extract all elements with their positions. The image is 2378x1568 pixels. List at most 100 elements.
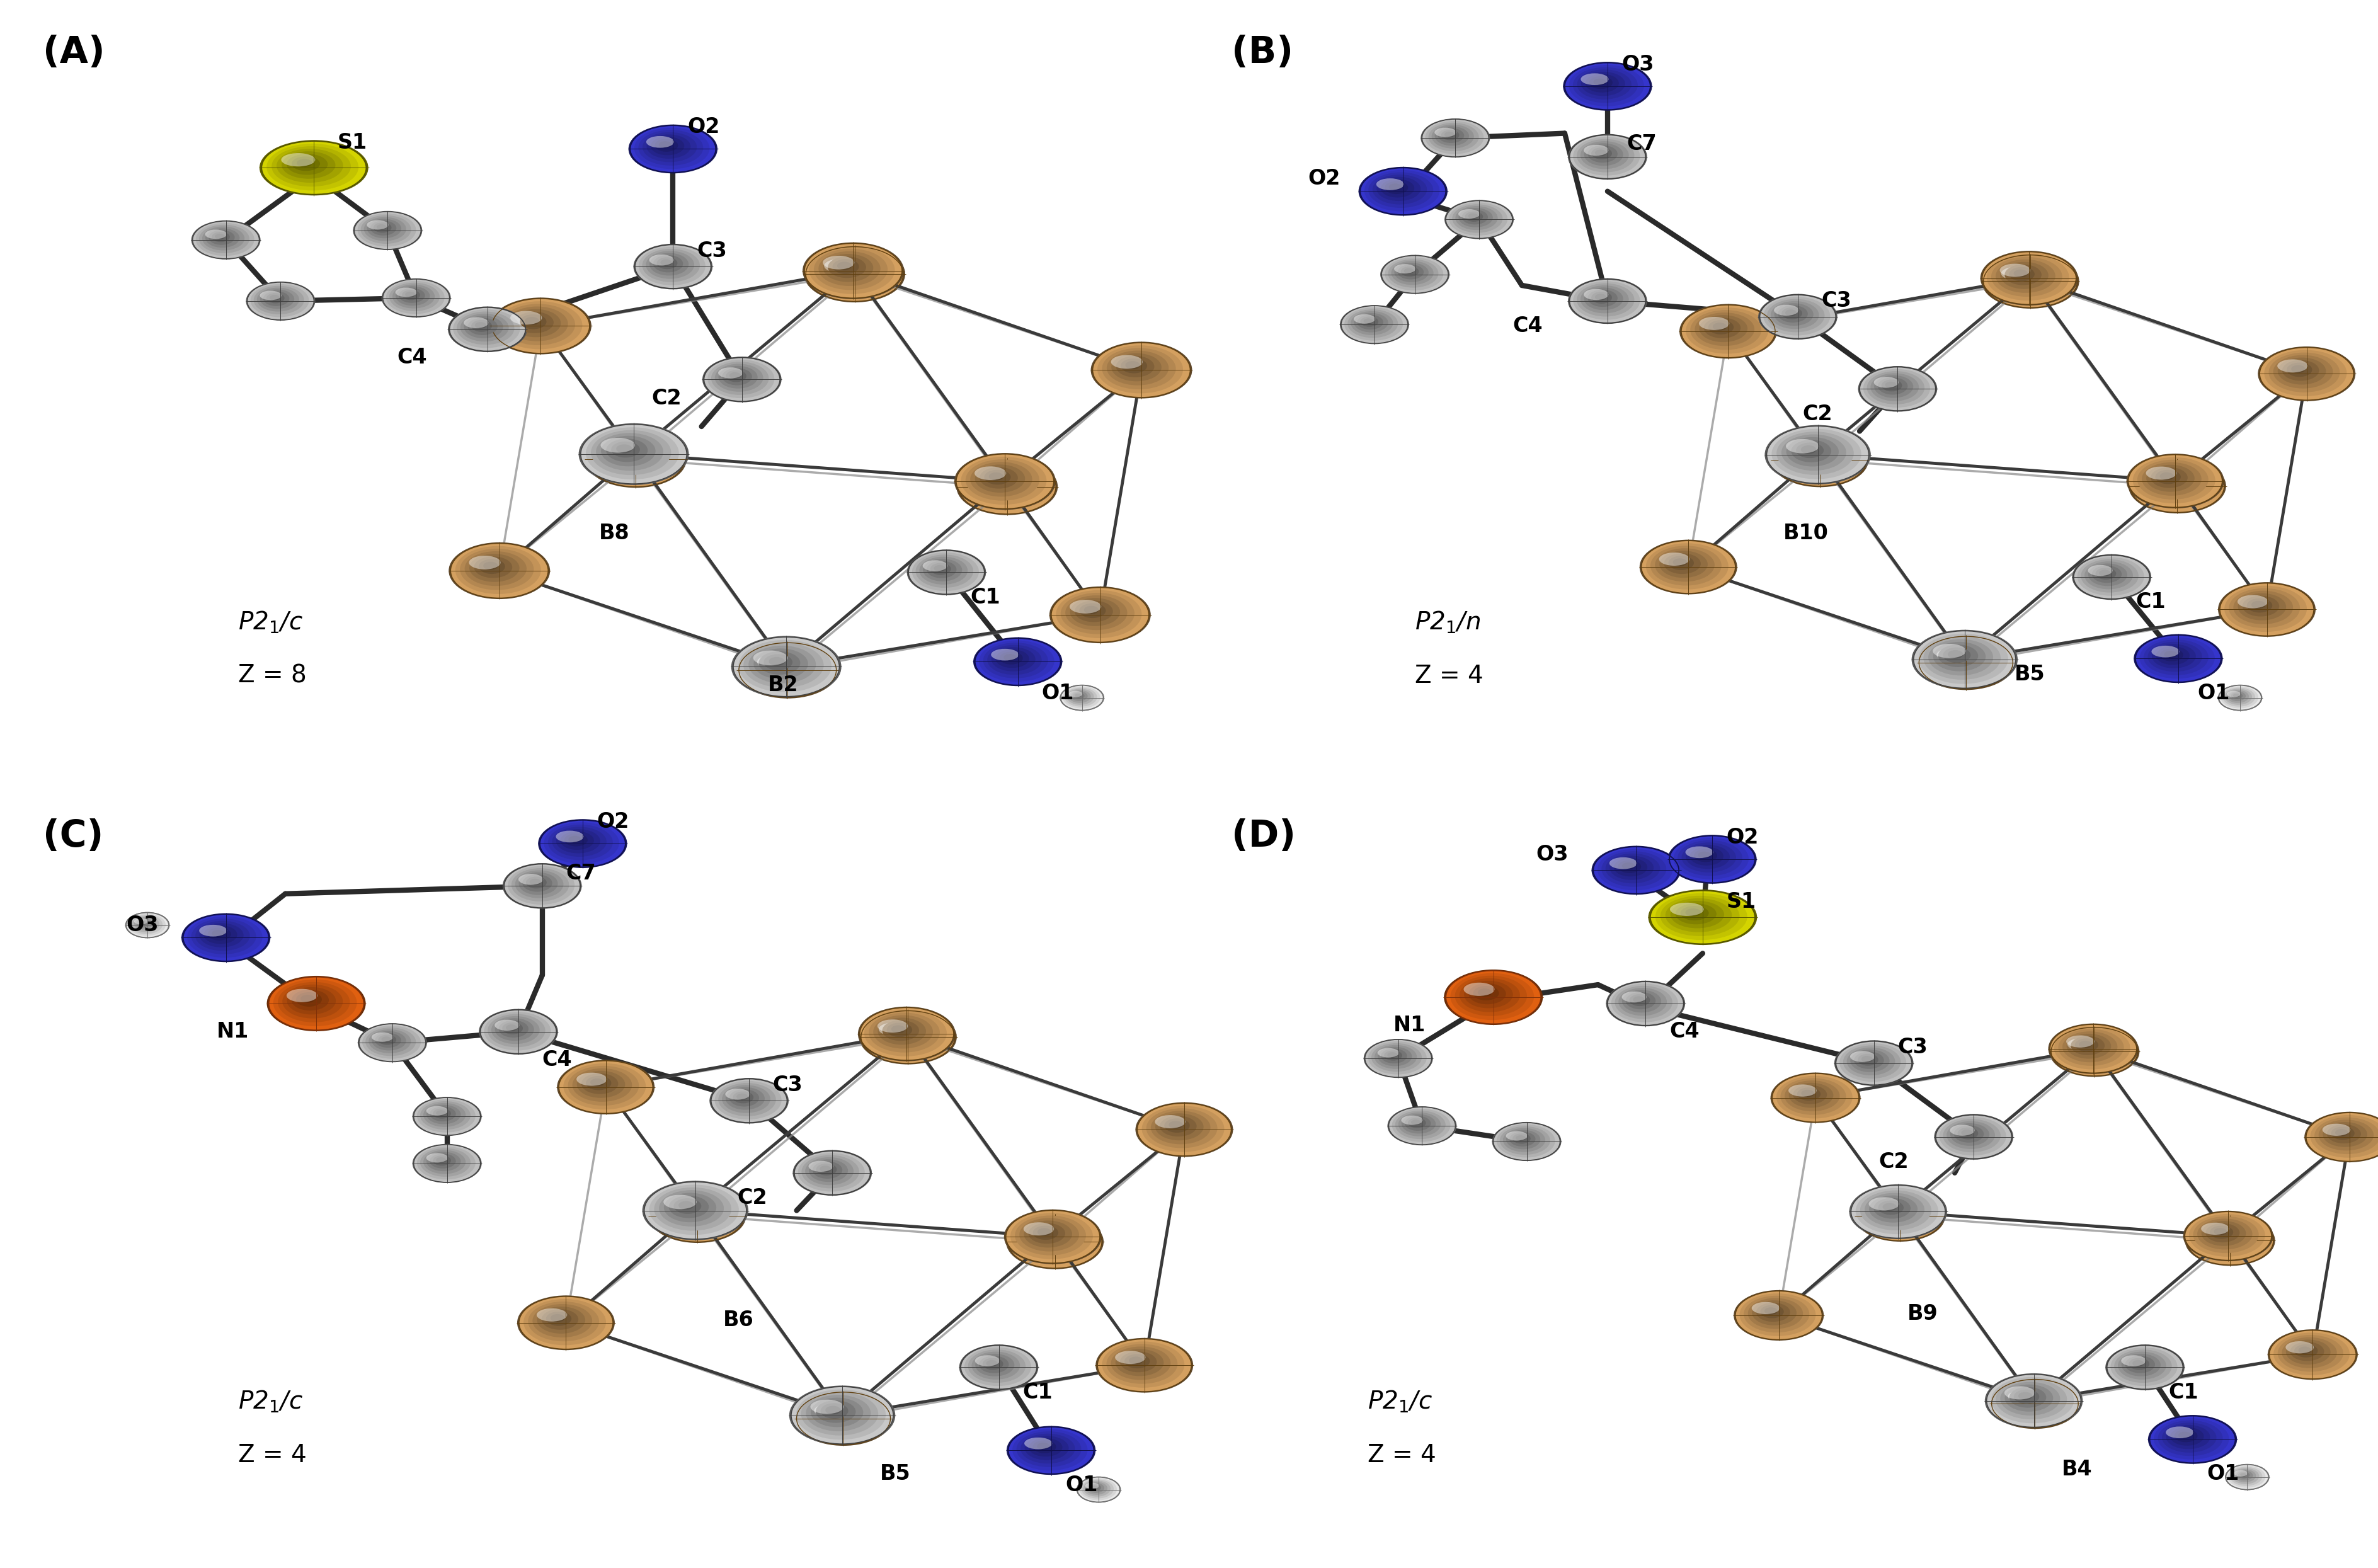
Ellipse shape	[663, 1193, 716, 1223]
Ellipse shape	[2133, 633, 2223, 684]
Ellipse shape	[1358, 315, 1384, 329]
Ellipse shape	[975, 1355, 999, 1366]
Ellipse shape	[756, 655, 789, 668]
Ellipse shape	[2290, 1342, 2323, 1361]
Ellipse shape	[1134, 1102, 1234, 1157]
Ellipse shape	[1101, 1342, 1184, 1388]
Ellipse shape	[1470, 983, 1505, 1004]
Ellipse shape	[597, 433, 663, 470]
Ellipse shape	[357, 213, 416, 246]
Ellipse shape	[2259, 348, 2354, 400]
Ellipse shape	[975, 638, 1061, 685]
Ellipse shape	[214, 234, 226, 240]
Ellipse shape	[269, 977, 364, 1030]
Ellipse shape	[2242, 596, 2278, 616]
Text: Z = 4: Z = 4	[1367, 1443, 1436, 1468]
Text: C1: C1	[970, 586, 1001, 608]
Ellipse shape	[2071, 554, 2152, 601]
Ellipse shape	[863, 1010, 946, 1057]
Text: C4: C4	[1669, 1021, 1700, 1043]
Ellipse shape	[1990, 1377, 2074, 1424]
Ellipse shape	[2290, 365, 2304, 373]
Ellipse shape	[2076, 1038, 2097, 1052]
Ellipse shape	[390, 282, 440, 310]
Ellipse shape	[1462, 210, 1489, 224]
Ellipse shape	[809, 246, 894, 295]
Ellipse shape	[1786, 441, 1845, 475]
Ellipse shape	[1569, 135, 1646, 179]
Ellipse shape	[2207, 1228, 2242, 1247]
Ellipse shape	[642, 1181, 749, 1240]
Ellipse shape	[987, 1359, 999, 1367]
Ellipse shape	[732, 637, 839, 696]
Ellipse shape	[1753, 1300, 1795, 1325]
Ellipse shape	[816, 252, 889, 293]
Ellipse shape	[1077, 1477, 1120, 1502]
Ellipse shape	[1063, 687, 1101, 709]
Ellipse shape	[2107, 1345, 2183, 1389]
Ellipse shape	[1772, 301, 1819, 329]
Ellipse shape	[725, 370, 747, 383]
Ellipse shape	[740, 640, 832, 691]
Ellipse shape	[754, 649, 809, 679]
Ellipse shape	[1572, 67, 1638, 103]
Ellipse shape	[823, 254, 873, 282]
Ellipse shape	[2050, 1027, 2140, 1077]
Ellipse shape	[1501, 1126, 1550, 1154]
Ellipse shape	[264, 292, 290, 306]
Ellipse shape	[471, 320, 492, 332]
Ellipse shape	[1990, 1378, 2081, 1428]
Ellipse shape	[2200, 1223, 2254, 1254]
Ellipse shape	[473, 557, 511, 579]
Ellipse shape	[1384, 257, 1443, 290]
Ellipse shape	[2114, 1350, 2171, 1383]
Ellipse shape	[1591, 292, 1612, 304]
Ellipse shape	[654, 1192, 737, 1239]
Ellipse shape	[366, 220, 388, 229]
Ellipse shape	[873, 1014, 932, 1049]
Ellipse shape	[606, 439, 647, 463]
Ellipse shape	[989, 472, 1004, 480]
Ellipse shape	[1864, 1196, 1931, 1234]
Text: C2: C2	[737, 1187, 768, 1209]
Text: C4: C4	[397, 347, 428, 368]
Ellipse shape	[766, 659, 794, 673]
Ellipse shape	[2166, 1427, 2193, 1438]
Ellipse shape	[633, 243, 713, 290]
Ellipse shape	[716, 1080, 782, 1120]
Ellipse shape	[1781, 439, 1852, 478]
Ellipse shape	[426, 1152, 461, 1171]
Ellipse shape	[927, 561, 956, 579]
Ellipse shape	[426, 1152, 447, 1162]
Ellipse shape	[1774, 433, 1867, 486]
Ellipse shape	[973, 1352, 1020, 1380]
Ellipse shape	[504, 864, 580, 908]
Ellipse shape	[861, 1011, 956, 1063]
Ellipse shape	[1386, 1107, 1458, 1145]
Ellipse shape	[1983, 252, 2076, 304]
Ellipse shape	[2121, 1353, 2162, 1377]
Ellipse shape	[2264, 350, 2347, 397]
Ellipse shape	[1874, 376, 1898, 387]
Ellipse shape	[1094, 343, 1189, 397]
Ellipse shape	[813, 249, 887, 290]
Ellipse shape	[2100, 569, 2112, 577]
Ellipse shape	[794, 1151, 870, 1195]
Ellipse shape	[1855, 1189, 1938, 1234]
Ellipse shape	[1945, 651, 1971, 666]
Ellipse shape	[1075, 693, 1082, 698]
Ellipse shape	[1857, 1054, 1879, 1066]
Ellipse shape	[2019, 1392, 2033, 1400]
Ellipse shape	[806, 1397, 877, 1436]
Ellipse shape	[2162, 1422, 2216, 1452]
Ellipse shape	[259, 290, 295, 309]
Ellipse shape	[2269, 353, 2340, 392]
Ellipse shape	[2157, 646, 2190, 665]
Ellipse shape	[1365, 1040, 1432, 1077]
Ellipse shape	[1586, 74, 1619, 93]
Ellipse shape	[426, 1105, 447, 1115]
Ellipse shape	[433, 1156, 452, 1165]
Ellipse shape	[1434, 127, 1470, 146]
Ellipse shape	[2055, 1027, 2131, 1069]
Ellipse shape	[1360, 168, 1446, 215]
